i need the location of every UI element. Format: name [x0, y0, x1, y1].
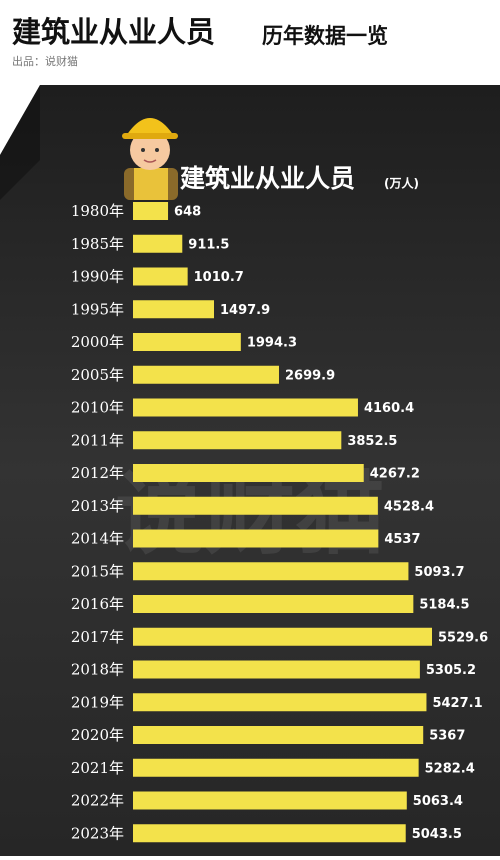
category-label: 2022年 [71, 792, 124, 810]
title-suffix: 历年数据一览 [262, 24, 388, 48]
bar [133, 333, 241, 351]
category-label: 2020年 [71, 726, 124, 744]
value-label: 5093.7 [414, 565, 464, 580]
category-label: 1985年 [71, 235, 124, 253]
bar [133, 693, 427, 712]
value-label: 2699.9 [285, 368, 335, 383]
bar [133, 365, 279, 384]
value-label: 5529.6 [438, 630, 488, 645]
category-label: 2005年 [71, 366, 124, 384]
value-label: 5043.5 [412, 827, 462, 842]
category-label: 2011年 [71, 431, 124, 449]
category-label: 2000年 [71, 333, 124, 351]
category-label: 2017年 [71, 628, 124, 646]
bar [133, 595, 414, 613]
bar [133, 496, 378, 515]
bar [133, 267, 188, 286]
category-label: 2021年 [71, 759, 124, 777]
category-label: 2018年 [71, 661, 124, 679]
bar [133, 300, 214, 319]
category-label: 2012年 [71, 464, 124, 482]
category-label: 2016年 [71, 595, 124, 613]
value-label: 3852.5 [347, 434, 397, 449]
bar [133, 464, 364, 482]
category-label: 2013年 [71, 497, 124, 515]
value-label: 648 [174, 205, 201, 220]
category-label: 2019年 [71, 693, 124, 711]
panel-edge [0, 85, 40, 200]
worker-icon [122, 118, 178, 200]
bar [133, 562, 409, 581]
value-label: 5305.2 [426, 663, 476, 678]
bar [133, 431, 342, 450]
bar [133, 627, 432, 646]
category-label: 2023年 [71, 824, 124, 842]
bar [133, 758, 419, 777]
bar [133, 234, 183, 253]
subtitle: 出品：说财猫 [12, 54, 78, 68]
category-label: 1990年 [71, 268, 124, 286]
value-label: 4537 [384, 532, 420, 547]
category-label: 2014年 [71, 530, 124, 548]
bar [133, 660, 420, 679]
chart-title: 建筑业从业人员 [180, 164, 355, 193]
value-label: 5184.5 [419, 598, 469, 613]
bar [133, 398, 358, 417]
value-label: 4160.4 [364, 401, 414, 416]
value-label: 4267.2 [370, 467, 420, 482]
value-label: 5282.4 [425, 761, 475, 776]
category-label: 1995年 [71, 300, 124, 318]
category-label: 2010年 [71, 399, 124, 417]
value-label: 5063.4 [413, 794, 463, 809]
value-label: 1010.7 [194, 270, 244, 285]
value-label: 1497.9 [220, 303, 270, 318]
bar [133, 726, 424, 744]
unit-label: (万人) [384, 176, 419, 191]
bar [133, 791, 407, 810]
value-label: 911.5 [188, 237, 229, 252]
value-label: 5427.1 [432, 696, 482, 711]
bar [133, 824, 406, 843]
value-label: 1994.3 [247, 336, 297, 351]
category-label: 2015年 [71, 562, 124, 580]
bar [133, 529, 379, 548]
category-label: 1980年 [71, 202, 124, 220]
value-label: 5367 [429, 729, 465, 744]
title: 建筑业从业人员 [12, 15, 215, 49]
bar [133, 202, 169, 220]
value-label: 4528.4 [384, 499, 434, 514]
